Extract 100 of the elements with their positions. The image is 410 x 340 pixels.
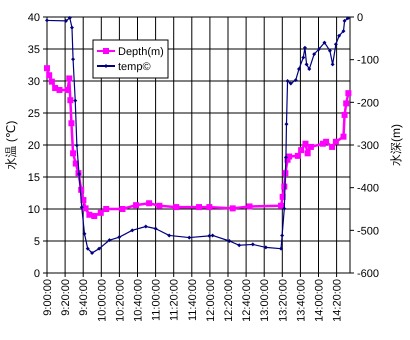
y-tick-label: 20 [28, 140, 40, 152]
x-tick-label: 9:00:00 [42, 279, 54, 316]
point [282, 206, 286, 211]
point [301, 56, 306, 60]
point [304, 150, 311, 156]
point [45, 18, 49, 22]
x-tick-label: 12:20:00 [223, 279, 235, 322]
point [144, 224, 148, 228]
point [323, 138, 330, 145]
point [286, 79, 290, 83]
y2-tick-label: -300 [357, 140, 380, 152]
point [308, 144, 314, 150]
x-tick-label: 11:00:00 [150, 279, 163, 322]
point [73, 98, 78, 103]
point [317, 47, 322, 51]
x-tick-label: 12:00:00 [204, 279, 217, 322]
y2-tick-label: -500 [357, 225, 380, 238]
point [278, 202, 284, 209]
point [298, 147, 304, 154]
point [279, 246, 284, 251]
point [154, 226, 158, 231]
y2-tick-label: -200 [357, 97, 380, 110]
point [207, 234, 212, 238]
point [196, 204, 202, 210]
point [246, 203, 253, 210]
point [68, 16, 72, 20]
point [44, 65, 50, 72]
point [337, 34, 342, 38]
x-tick-label: 14:00:00 [314, 279, 326, 322]
point [312, 52, 316, 56]
point [71, 57, 76, 62]
point [70, 26, 74, 30]
y-tick-label: 0 [34, 268, 40, 280]
y-tick-label: 40 [28, 12, 40, 24]
point [70, 150, 76, 156]
point [86, 246, 90, 251]
point [74, 143, 79, 148]
point [302, 140, 308, 147]
point [296, 67, 301, 72]
point [342, 18, 347, 23]
point [156, 202, 162, 209]
x-tick-label: 14:20:00 [332, 279, 344, 322]
point [64, 18, 68, 23]
point [322, 40, 326, 45]
x-tick-label: 13:00:00 [259, 279, 272, 322]
point [187, 236, 192, 240]
point [67, 97, 74, 104]
point [82, 232, 86, 236]
point [103, 206, 110, 212]
y2-tick-label: -400 [357, 182, 380, 195]
y-tick-label: 15 [28, 172, 40, 184]
point [97, 246, 102, 251]
y-tick-label: 25 [28, 108, 40, 120]
y2-tick-label: -100 [357, 54, 380, 67]
point [66, 75, 72, 82]
x-tick-label: 10:00:00 [96, 279, 108, 322]
point [280, 233, 284, 238]
point [167, 233, 172, 238]
point [107, 238, 112, 242]
point [294, 152, 301, 159]
point [328, 48, 332, 53]
x-tick-label: 11:40:00 [186, 279, 199, 322]
point [307, 67, 312, 72]
x-tick-label: 10:40:00 [132, 279, 145, 322]
y-tick-label: 35 [28, 44, 40, 56]
point [82, 205, 89, 212]
point [332, 138, 339, 145]
y-tick-label: 5 [34, 236, 40, 248]
x-tick-label: 10:20:00 [114, 279, 126, 322]
x-tick-label: 9:20:00 [60, 279, 72, 316]
point [133, 202, 140, 208]
point [210, 233, 215, 238]
x-tick-label: 9:40:00 [78, 279, 90, 316]
point [91, 213, 98, 220]
y-tick-label: 10 [28, 204, 40, 216]
point [340, 134, 346, 140]
point [345, 90, 352, 96]
x-tick-label: 13:40:00 [295, 279, 308, 322]
x-tick-label: 13:20:00 [277, 279, 290, 322]
point [80, 205, 84, 210]
point [119, 206, 126, 212]
y-axis-title: 水温 (℃) [4, 120, 18, 170]
point [117, 235, 122, 240]
y2-axis-title: 水深(m) [389, 124, 403, 166]
point [250, 242, 255, 246]
x-tick-label: 11:20:00 [168, 279, 181, 322]
point [68, 120, 74, 126]
point [304, 62, 309, 66]
point [98, 210, 104, 216]
point [284, 122, 288, 126]
point [56, 86, 62, 93]
point [206, 204, 212, 210]
point [341, 29, 346, 34]
y2-tick-label: 0 [357, 12, 364, 24]
point [64, 86, 71, 93]
point [288, 82, 293, 86]
point [146, 200, 152, 206]
point [237, 243, 242, 248]
point [264, 245, 268, 250]
point [284, 155, 288, 160]
